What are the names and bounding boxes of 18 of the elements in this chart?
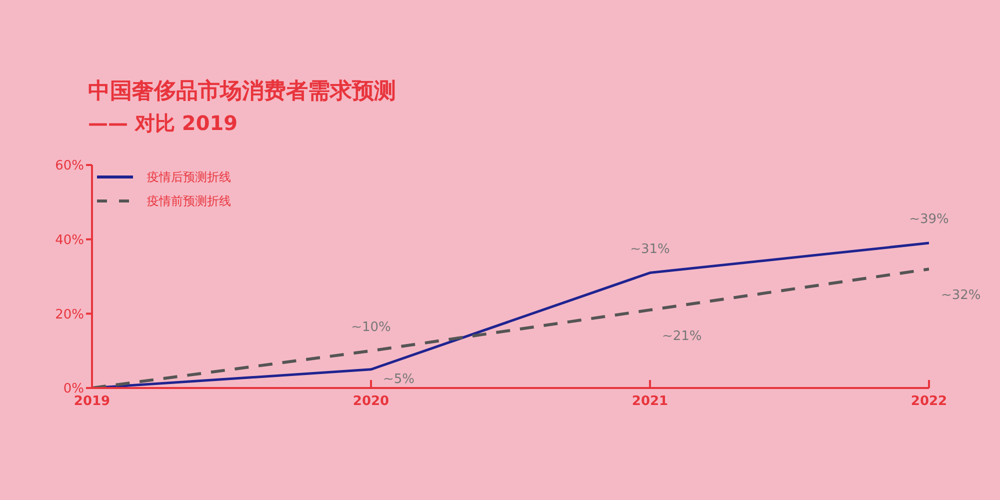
data-label: ~10% xyxy=(351,320,391,335)
y-tick-label: 40% xyxy=(55,232,84,248)
x-tick-label: 2019 xyxy=(74,394,110,410)
data-label: ~31% xyxy=(630,242,670,257)
data-label: ~5% xyxy=(383,372,415,387)
data-label: ~32% xyxy=(941,288,981,304)
x-tick-label: 2022 xyxy=(910,394,948,410)
chart-subtitle: —— 对比 2019 xyxy=(88,110,238,137)
x-tick-label: 2021 xyxy=(632,394,668,410)
data-label: ~39% xyxy=(909,212,949,228)
data-label: ~21% xyxy=(662,328,702,344)
y-tick-label: 20% xyxy=(55,307,84,322)
y-tick-label: 0% xyxy=(63,382,84,397)
y-tick-label: 60% xyxy=(55,158,84,174)
legend-label: 疫情前预测折线 xyxy=(147,192,231,210)
legend-label: 疫情后预测折线 xyxy=(147,168,231,186)
x-tick-label: 2020 xyxy=(352,394,390,410)
chart-title: 中国奢侈品市场消费者需求预测 xyxy=(88,78,396,106)
